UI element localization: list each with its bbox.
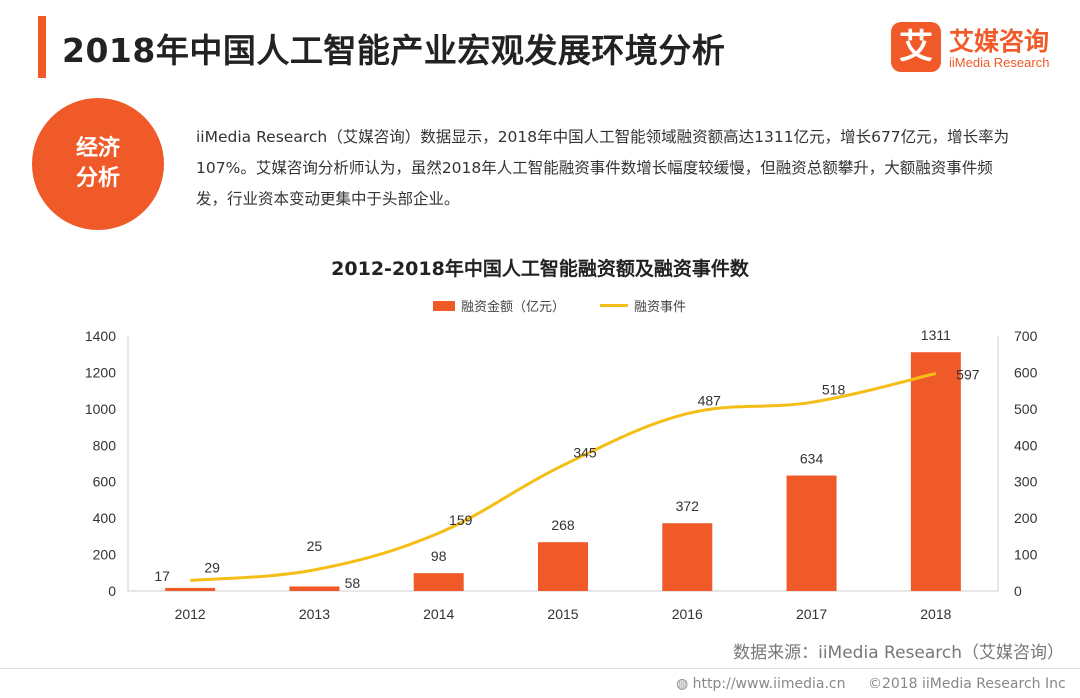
line-data-label: 345 [573, 444, 597, 460]
summary-paragraph: iiMedia Research（艾媒咨询）数据显示，2018年中国人工智能领域… [196, 128, 1010, 208]
brand-logo: 艾 艾媒咨询 iiMedia Research [891, 22, 1071, 74]
line-data-label: 58 [345, 575, 361, 591]
legend-line-swatch [600, 304, 628, 307]
bar [165, 587, 216, 591]
bar-data-label: 634 [800, 451, 824, 467]
footer-divider [0, 668, 1080, 669]
legend-label-events: 融资事件 [634, 300, 687, 315]
logo-subtitle: iiMedia Research [949, 55, 1050, 70]
x-tick-label: 2016 [672, 606, 703, 622]
x-tick-label: 2014 [423, 606, 454, 622]
y-left-tick-label: 200 [93, 547, 117, 563]
section-badge: 经济 分析 [32, 98, 164, 230]
x-tick-label: 2018 [920, 606, 951, 622]
chart-legend: 融资金额（亿元） 融资事件 [0, 296, 1080, 316]
bar-data-label: 372 [676, 498, 700, 514]
y-right-tick-label: 400 [1014, 437, 1038, 453]
y-right-tick-label: 600 [1014, 364, 1038, 380]
badge-line-1: 经济 [75, 136, 120, 161]
x-tick-label: 2012 [175, 606, 206, 622]
bar [910, 352, 961, 591]
legend-item-amount: 融资金额（亿元） [433, 296, 565, 315]
footer-copyright: ©2018 iiMedia Research Inc [867, 676, 1066, 692]
y-right-tick-label: 100 [1014, 547, 1038, 563]
bar-data-label: 17 [154, 568, 170, 584]
line-data-label: 597 [956, 367, 980, 383]
bar-data-label: 1311 [921, 327, 951, 343]
bar-data-label: 25 [307, 538, 323, 554]
y-right-tick-label: 200 [1014, 510, 1038, 526]
financing-chart: 0 200 400 600 800 1000 1200 1400 0 100 200 300 400 50… [85, 327, 1038, 622]
bar [662, 523, 713, 591]
y-left-tick-label: 0 [108, 583, 116, 599]
y-right-tick-label: 0 [1014, 583, 1022, 599]
logo-name: 艾媒咨询 [949, 27, 1050, 56]
y-left-tick-label: 600 [93, 474, 117, 490]
data-source: 数据来源：iiMedia Research（艾媒咨询） [733, 643, 1064, 663]
y-right-tick-label: 500 [1014, 401, 1038, 417]
footer: ◍ http://www.iimedia.cn ©2018 iiMedia Re… [676, 676, 1066, 692]
bar [538, 542, 588, 591]
bar-data-label: 98 [431, 548, 447, 564]
globe-icon: ◍ [676, 676, 689, 692]
line-data-label: 159 [449, 512, 473, 528]
page-title: 2018年中国人工智能产业宏观发展环境分析 [62, 31, 726, 70]
bar [413, 573, 464, 591]
y-left-tick-label: 1400 [85, 328, 116, 344]
line-data-label: 487 [698, 393, 722, 409]
bar-data-label: 268 [551, 517, 575, 533]
series-line-events [190, 372, 937, 582]
legend-bar-swatch [433, 300, 455, 311]
x-tick-label: 2013 [299, 606, 330, 622]
y-left-tick-label: 1200 [85, 364, 116, 380]
badge-line-2: 分析 [75, 166, 120, 191]
legend-label-amount: 融资金额（亿元） [461, 300, 566, 315]
footer-url[interactable]: http://www.iimedia.cn [692, 676, 846, 692]
title-accent-bar [38, 16, 46, 78]
y-left-tick-label: 1000 [85, 401, 116, 417]
logo-mark-icon: 艾 [891, 22, 941, 72]
legend-item-events: 融资事件 [600, 296, 686, 315]
y-right-tick-label: 700 [1014, 328, 1038, 344]
y-left-tick-label: 800 [93, 437, 117, 453]
line-data-label: 29 [204, 559, 220, 575]
chart-title: 2012-2018年中国人工智能融资额及融资事件数 [331, 258, 749, 280]
y-left-tick-label: 400 [93, 510, 117, 526]
y-right-tick-label: 300 [1014, 474, 1038, 490]
bar [289, 586, 340, 591]
bar [786, 475, 837, 591]
x-tick-label: 2017 [796, 606, 827, 622]
x-tick-label: 2015 [547, 606, 578, 622]
line-data-label: 518 [822, 381, 846, 397]
